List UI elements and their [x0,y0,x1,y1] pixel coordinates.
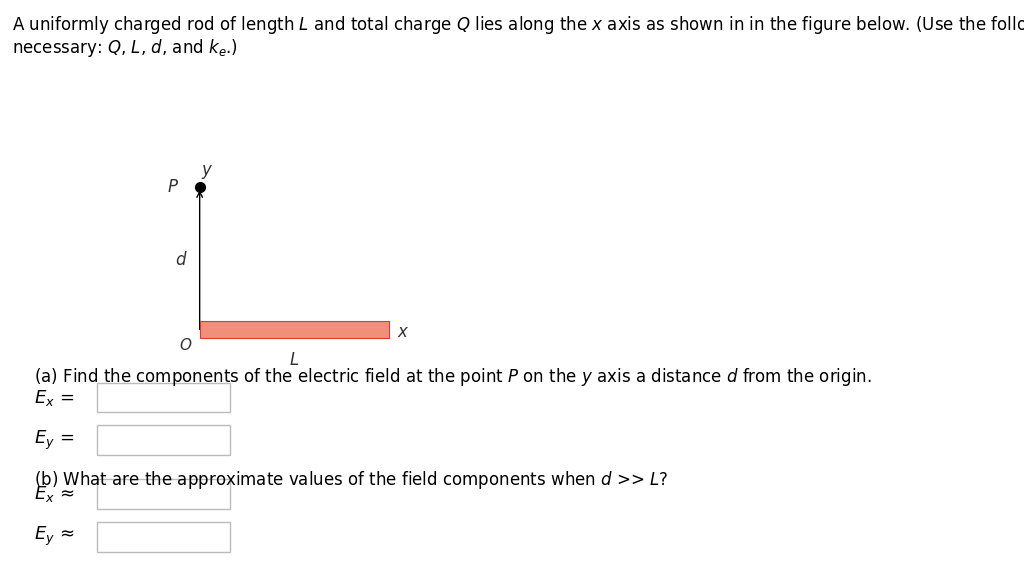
Text: $E_x$ =: $E_x$ = [34,387,74,408]
Bar [200,321,389,338]
Text: $P$: $P$ [167,178,179,197]
Text: A uniformly charged rod of length $L$ and total charge $Q$ lies along the $x$ ax: A uniformly charged rod of length $L$ an… [12,14,1024,36]
Text: $y$: $y$ [201,162,213,181]
Bar [97,479,230,509]
Text: $x$: $x$ [397,323,410,341]
Bar [97,522,230,552]
Text: $E_y$ =: $E_y$ = [34,429,74,452]
Text: $O$: $O$ [178,337,193,353]
Text: (b) What are the approximate values of the field components when $d$ >> $L$?: (b) What are the approximate values of t… [34,469,669,491]
Text: $d$: $d$ [175,251,187,269]
Bar [97,383,230,412]
Bar [97,425,230,455]
Text: $E_y$ ≈: $E_y$ ≈ [34,525,74,548]
Text: necessary: $Q$, $L$, $d$, and $k_e$.): necessary: $Q$, $L$, $d$, and $k_e$.) [12,37,239,59]
Text: $E_x$ ≈: $E_x$ ≈ [34,484,74,504]
Text: (a) Find the components of the electric field at the point $P$ on the $y$ axis a: (a) Find the components of the electric … [34,366,871,389]
Text: $L$: $L$ [289,350,300,369]
